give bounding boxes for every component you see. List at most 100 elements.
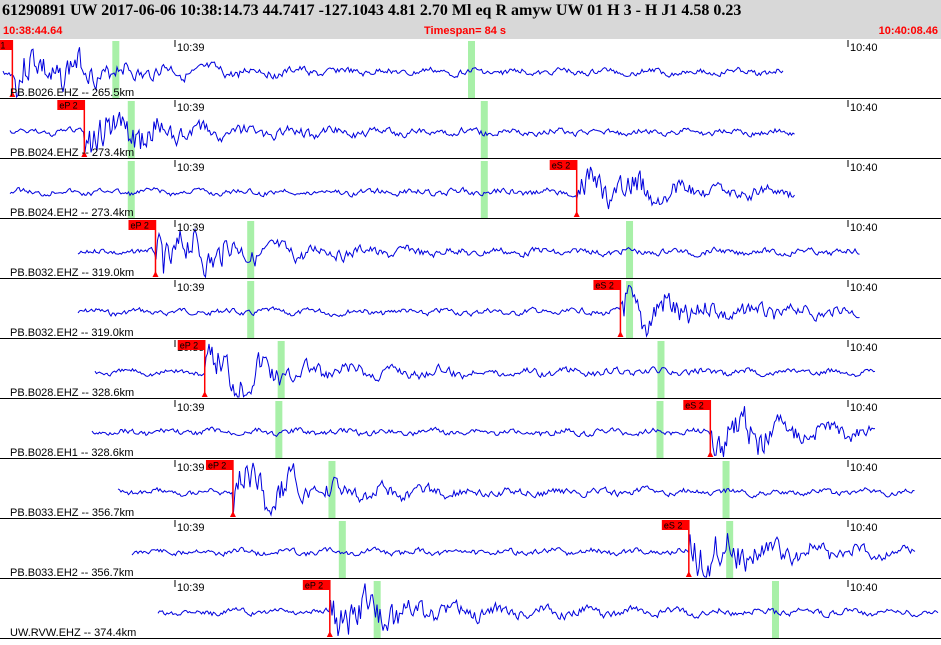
station-label: PB.B033.EH2 -- 356.7km <box>10 567 134 579</box>
time-tick-label: 10:40 <box>850 102 878 114</box>
time-tick-label: 10:39 <box>177 42 205 54</box>
pick-flag[interactable] <box>661 520 689 530</box>
time-tick-label: 10:40 <box>850 582 878 594</box>
waveform-line <box>91 406 876 458</box>
waveform-line <box>77 227 860 279</box>
pick-arrow <box>326 631 333 637</box>
time-tick-label: 10:40 <box>850 162 878 174</box>
waveform-line <box>131 533 916 578</box>
pick-flag[interactable] <box>177 340 205 350</box>
pick-flag[interactable] <box>683 400 711 410</box>
time-tick-label: 10:39 <box>177 102 205 114</box>
pick-flag[interactable] <box>302 580 330 590</box>
green-marker <box>656 401 664 458</box>
station-label: PB.B026.EHZ -- 265.5km <box>10 87 134 99</box>
trace-row[interactable]: 10:39 10:40 eP 2 UW.RVW.EHZ -- 374.4km <box>0 580 941 639</box>
pick-arrow <box>685 571 692 577</box>
waveform-line <box>117 462 915 517</box>
green-marker <box>328 461 336 518</box>
green-marker <box>338 521 346 578</box>
pick-flag[interactable] <box>593 280 621 290</box>
pick-arrow <box>707 451 714 457</box>
waveform-line <box>77 285 860 338</box>
pick-arrow <box>81 151 88 157</box>
green-marker <box>722 461 730 518</box>
green-marker <box>277 341 285 398</box>
pick-arrow <box>9 91 16 97</box>
trace-row[interactable]: 10:39 10:40 eP 2 PB.B032.EHZ -- 319.0km <box>0 220 941 279</box>
time-tick-label: 10:39 <box>177 222 205 234</box>
start-time: 10:38:44.64 <box>3 25 63 37</box>
pick-label: eS 2 <box>595 281 614 291</box>
green-marker <box>127 101 135 158</box>
pick-label: eS 2 <box>552 161 571 171</box>
green-marker <box>626 281 634 338</box>
trace-row[interactable]: 10:39 10:40 eS 2 PB.B024.EH2 -- 273.4km <box>0 160 941 219</box>
green-marker <box>480 161 488 218</box>
pick-label: eS 2 <box>685 401 704 411</box>
waveform-line <box>9 166 795 210</box>
time-tick-label: 10:40 <box>850 402 878 414</box>
station-label: PB.B028.EH1 -- 328.6km <box>10 447 134 459</box>
waveform-line <box>9 111 795 153</box>
time-tick-label: 10:39 <box>177 282 205 294</box>
pick-flag[interactable] <box>0 40 13 50</box>
trace-row[interactable]: 10:39 10:40 eS 2 PB.B033.EH2 -- 356.7km <box>0 520 941 579</box>
station-label: PB.B032.EH2 -- 319.0km <box>10 327 134 339</box>
station-label: PB.B033.EHZ -- 356.7km <box>10 507 134 519</box>
trace-row[interactable]: 10:39 10:40 eS 2 PB.B028.EH1 -- 328.6km <box>0 400 941 459</box>
trace-row[interactable]: 10:39 10:40 eP 2 PB.B024.EHZ -- 273.4km <box>0 100 941 159</box>
pick-label: eP 2 <box>59 101 77 111</box>
pick-flag[interactable] <box>57 100 85 110</box>
waveform-line <box>157 583 939 636</box>
time-tick-label: 10:40 <box>850 282 878 294</box>
end-time: 10:40:08.46 <box>878 25 938 37</box>
green-marker <box>247 281 255 338</box>
pick-flag[interactable] <box>205 460 233 470</box>
time-tick-label: 10:39 <box>177 402 205 414</box>
time-tick-label: 10:40 <box>850 342 878 354</box>
green-marker <box>480 101 488 158</box>
pick-label: iPd1 <box>0 41 5 51</box>
station-label: PB.B024.EH2 -- 273.4km <box>10 207 134 219</box>
green-marker <box>275 401 283 458</box>
pick-arrow <box>229 511 236 517</box>
waveform-line <box>94 343 876 398</box>
pick-arrow <box>152 271 159 277</box>
time-tick-label: 10:40 <box>850 222 878 234</box>
time-tick-label: 10:40 <box>850 522 878 534</box>
event-header: 61290891 UW 2017-06-06 10:38:14.73 44.74… <box>0 0 941 39</box>
pick-label: eS 2 <box>664 521 683 531</box>
green-marker <box>247 221 255 278</box>
green-marker <box>626 221 634 278</box>
pick-arrow <box>201 391 208 397</box>
timespan-label: Timespan= 84 s <box>424 25 507 37</box>
pick-label: eP 2 <box>305 581 323 591</box>
pick-label: eP 2 <box>208 461 226 471</box>
pick-label: eP 2 <box>180 341 198 351</box>
time-tick-label: 10:39 <box>177 582 205 594</box>
green-marker <box>771 581 779 638</box>
time-tick-label: 10:39 <box>177 462 205 474</box>
time-tick-label: 10:40 <box>850 462 878 474</box>
trace-row[interactable]: 10:39 10:40 eP 2 PB.B033.EHZ -- 356.7km <box>0 460 941 519</box>
pick-arrow <box>617 331 624 337</box>
station-label: PB.B024.EHZ -- 273.4km <box>10 147 134 159</box>
time-tick-label: 10:40 <box>850 42 878 54</box>
trace-row[interactable]: 10:39 10:40 iPd1 PB.B026.EHZ -- 265.5km <box>0 40 941 99</box>
pick-arrow <box>573 211 580 217</box>
event-title: 61290891 UW 2017-06-06 10:38:14.73 44.74… <box>2 2 742 19</box>
station-label: UW.RVW.EHZ -- 374.4km <box>10 627 136 639</box>
pick-flag[interactable] <box>549 160 577 170</box>
station-label: PB.B028.EHZ -- 328.6km <box>10 387 134 399</box>
station-label: PB.B032.EHZ -- 319.0km <box>10 267 134 279</box>
trace-row[interactable]: 10:39 10:40 eS 2 PB.B032.EH2 -- 319.0km <box>0 280 941 339</box>
pick-label: eP 2 <box>130 221 148 231</box>
time-tick-label: 10:39 <box>177 162 205 174</box>
pick-flag[interactable] <box>128 220 156 230</box>
waveform-line <box>2 47 784 99</box>
time-tick-label: 10:39 <box>177 522 205 534</box>
